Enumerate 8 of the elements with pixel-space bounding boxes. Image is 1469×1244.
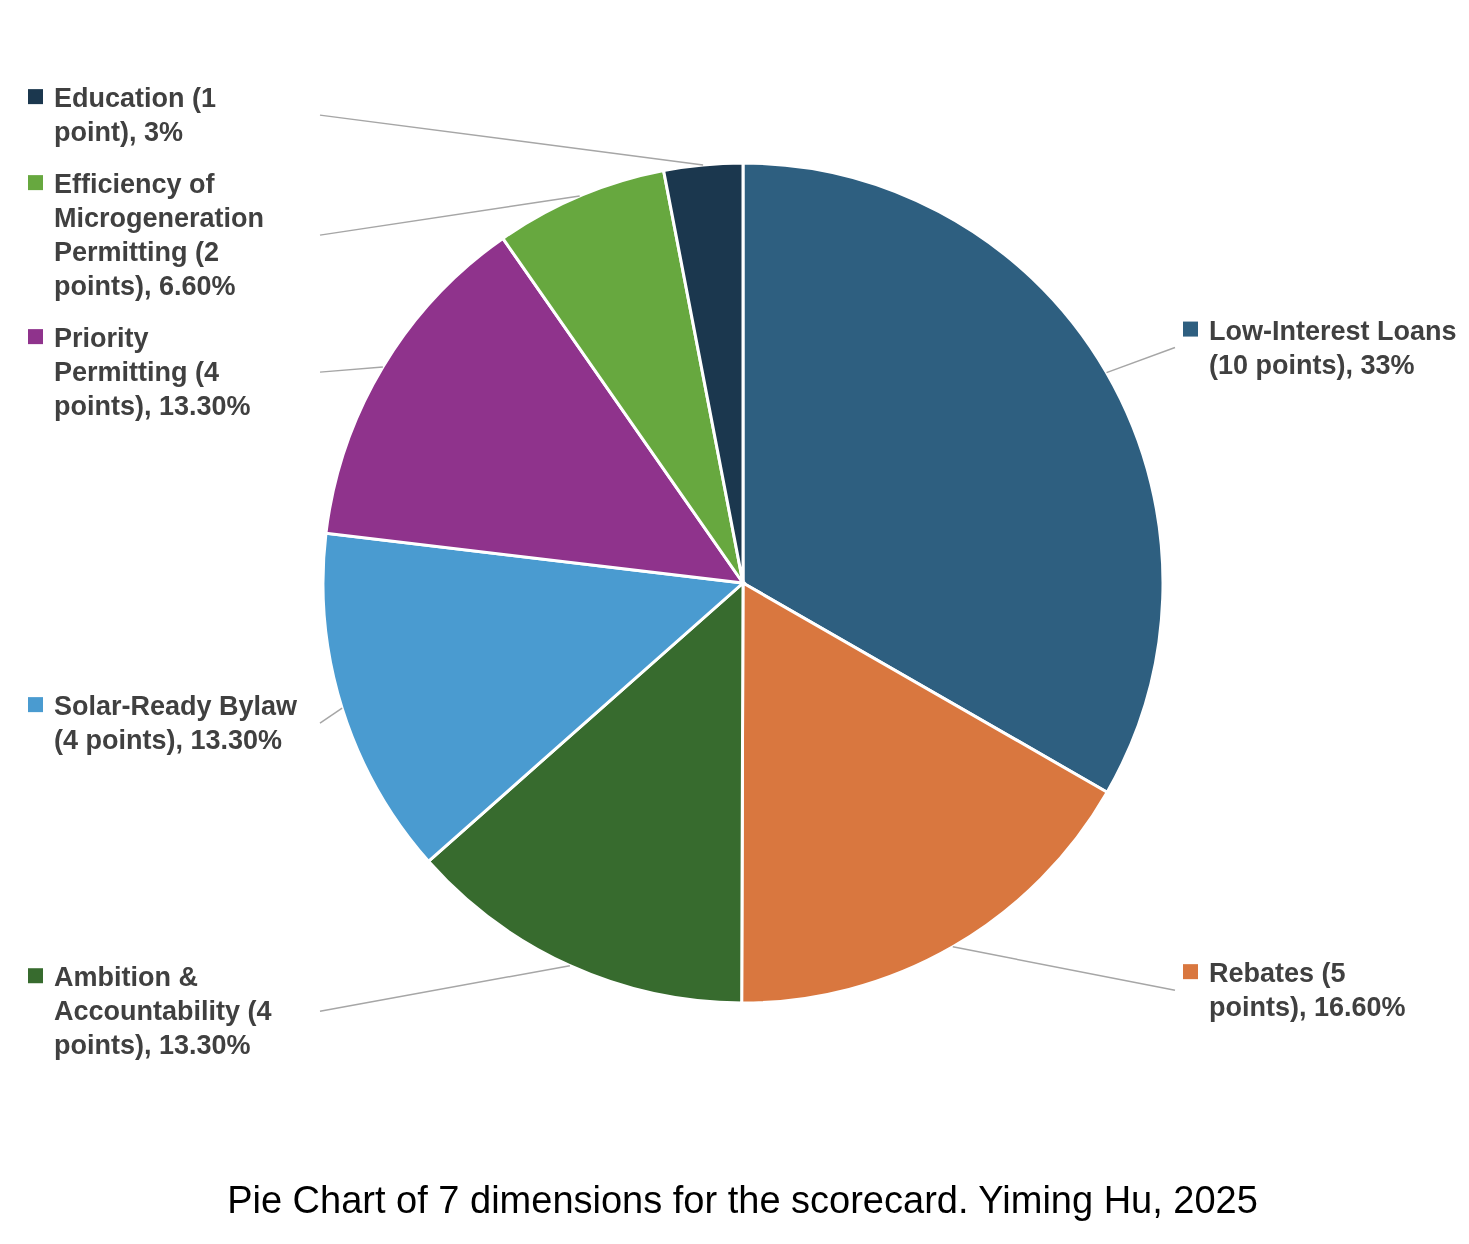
legend-label: Efficiency of Microgeneration Permitting (2 points), 6.60% — [54, 169, 265, 302]
legend-label: Low-Interest Loans (10 points), 33% — [1209, 315, 1457, 380]
legend-label: Priority Permitting (4 points), 13.30% — [54, 323, 251, 422]
text: Pie Chart of 7 dimensions for the scorecard. Yiming Hu, 2025 — [227, 1179, 1258, 1221]
legend-label: Education (1 point), 3% — [54, 83, 217, 148]
legend-label: Ambition & Accountability (4 points), 13.30% — [54, 962, 272, 1061]
legend-label: Solar-Ready Bylaw (4 points), 13.30% — [54, 691, 299, 756]
legend-label: Rebates (5 points), 16.60% — [1209, 958, 1406, 1023]
